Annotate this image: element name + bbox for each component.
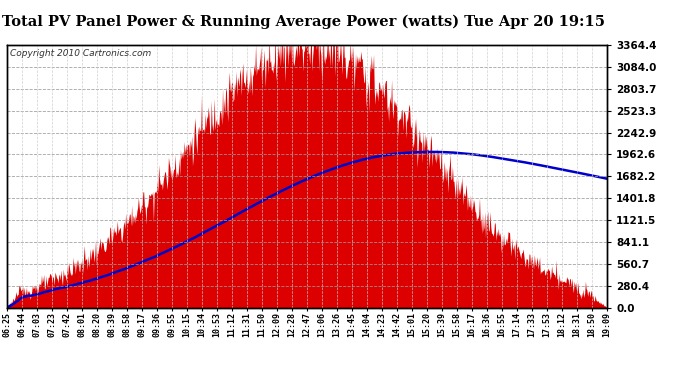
Text: Copyright 2010 Cartronics.com: Copyright 2010 Cartronics.com [10, 49, 151, 58]
Text: Total PV Panel Power & Running Average Power (watts) Tue Apr 20 19:15: Total PV Panel Power & Running Average P… [2, 15, 605, 29]
